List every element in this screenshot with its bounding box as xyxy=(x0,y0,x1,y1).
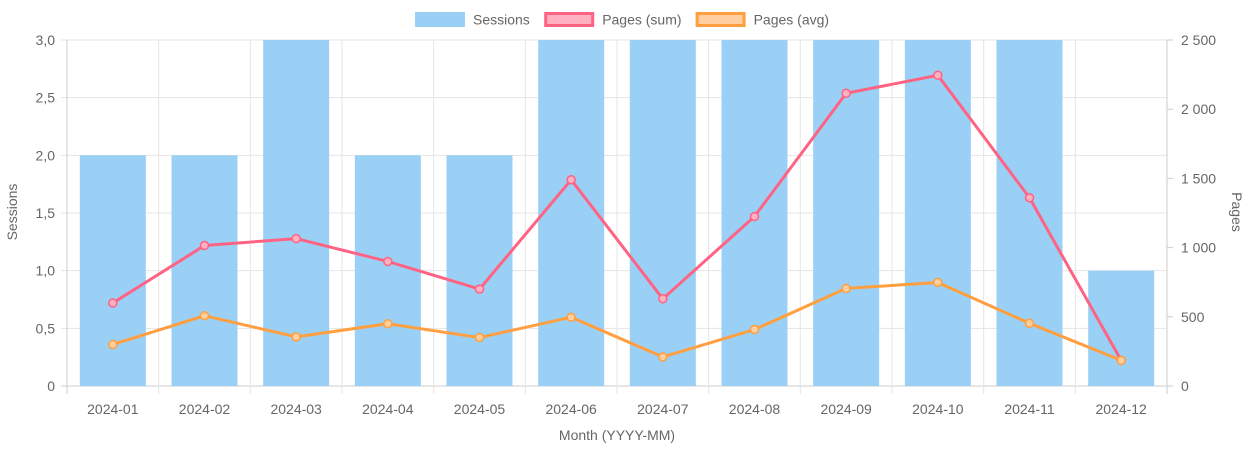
x-tick-label: 2024-05 xyxy=(454,401,506,417)
pages-sum-point[interactable] xyxy=(749,211,760,222)
pages-sum-line xyxy=(112,73,1123,362)
pages-sum-point[interactable] xyxy=(383,256,393,267)
y-tick-label: 3,0 xyxy=(36,32,56,48)
legend-swatch xyxy=(415,12,465,27)
pages-avg-point[interactable] xyxy=(749,324,760,335)
x-tick-label: 2024-04 xyxy=(362,401,414,417)
pages-sum-point[interactable] xyxy=(566,175,576,185)
legend-item-pages-avg[interactable]: Pages (avg) xyxy=(695,12,829,28)
legend-label: Pages (avg) xyxy=(754,12,829,28)
sessions-bar[interactable] xyxy=(1088,270,1155,386)
pages-sum-point[interactable] xyxy=(658,294,668,304)
x-tick-label: 2024-07 xyxy=(637,401,689,417)
pages-sum-point[interactable] xyxy=(291,233,301,244)
sessions-bar[interactable] xyxy=(538,40,605,386)
y-tick-label: 2,5 xyxy=(36,90,56,106)
y-axis-title: Sessions xyxy=(4,184,20,241)
sessions-bar[interactable] xyxy=(904,40,971,386)
y-tick-label: 1,5 xyxy=(36,205,56,221)
x-tick-label: 2024-01 xyxy=(87,401,139,417)
legend-label: Pages (sum) xyxy=(602,12,681,28)
pages-avg-point[interactable] xyxy=(933,277,943,288)
x-axis-title: Month (YYYY-MM) xyxy=(559,427,675,443)
legend: Sessions Pages (sum) Pages (avg) xyxy=(415,12,829,28)
sessions-bar[interactable] xyxy=(446,155,513,386)
pages-avg-point[interactable] xyxy=(383,318,393,329)
pages-avg-point[interactable] xyxy=(199,310,210,321)
axes: 0 0,5 1,0 1,5 2,0 2,5 3,0 0 500 1 000 1 500 2 000 2 … xyxy=(36,32,1217,417)
pages-sum-point[interactable] xyxy=(1024,193,1035,203)
y2-axis-title: Pages xyxy=(1229,192,1245,232)
sessions-bar[interactable] xyxy=(629,40,696,386)
legend-label: Sessions xyxy=(473,12,530,28)
pages-avg-point[interactable] xyxy=(566,312,576,322)
y2-tick-label: 500 xyxy=(1181,309,1205,325)
y2-tick-label: 1 500 xyxy=(1181,170,1216,186)
sessions-bar[interactable] xyxy=(263,40,330,386)
x-tick-label: 2024-12 xyxy=(1095,401,1147,417)
y-tick-label: 0 xyxy=(47,378,55,394)
pages-sum-point[interactable] xyxy=(933,70,943,81)
y-tick-label: 1,0 xyxy=(36,263,56,279)
legend-swatch xyxy=(544,12,595,27)
pages-avg-point[interactable] xyxy=(1116,355,1126,366)
pages-sum-point[interactable] xyxy=(474,284,485,294)
y2-tick-label: 2 500 xyxy=(1181,32,1216,48)
sessions-bar[interactable] xyxy=(996,40,1063,386)
sessions-bar[interactable] xyxy=(171,155,238,386)
pages-avg-point[interactable] xyxy=(108,339,118,350)
pages-avg-point[interactable] xyxy=(291,332,301,342)
legend-swatch xyxy=(695,12,746,27)
x-tick-label: 2024-08 xyxy=(729,401,781,417)
x-tick-label: 2024-06 xyxy=(545,401,597,417)
grid xyxy=(61,39,1168,394)
pages-sum-point[interactable] xyxy=(199,240,210,251)
sessions-bar[interactable] xyxy=(79,155,146,386)
x-tick-label: 2024-11 xyxy=(1004,401,1055,417)
y2-tick-label: 0 xyxy=(1181,378,1189,394)
pages-avg-line xyxy=(112,280,1122,362)
pages-sum-point[interactable] xyxy=(108,298,118,308)
pages-sum-point[interactable] xyxy=(841,88,851,99)
legend-item-sessions[interactable]: Sessions xyxy=(415,12,530,28)
x-tick-label: 2024-09 xyxy=(820,401,872,417)
y-tick-label: 0,5 xyxy=(36,320,56,336)
legend-item-pages-sum[interactable]: Pages (sum) xyxy=(544,12,682,28)
y2-tick-label: 1 000 xyxy=(1181,240,1216,256)
y-tick-label: 2,0 xyxy=(36,147,56,163)
pages-avg-point[interactable] xyxy=(658,352,668,362)
y2-tick-label: 2 000 xyxy=(1181,101,1216,117)
pages-avg-point[interactable] xyxy=(1024,318,1035,329)
x-tick-label: 2024-10 xyxy=(912,401,964,417)
pages-avg-point[interactable] xyxy=(841,283,851,294)
x-tick-label: 2024-02 xyxy=(179,401,231,417)
x-tick-label: 2024-03 xyxy=(270,401,322,417)
pages-avg-point[interactable] xyxy=(474,332,485,343)
line-series xyxy=(108,70,1126,366)
sessions-bar[interactable] xyxy=(354,155,421,386)
